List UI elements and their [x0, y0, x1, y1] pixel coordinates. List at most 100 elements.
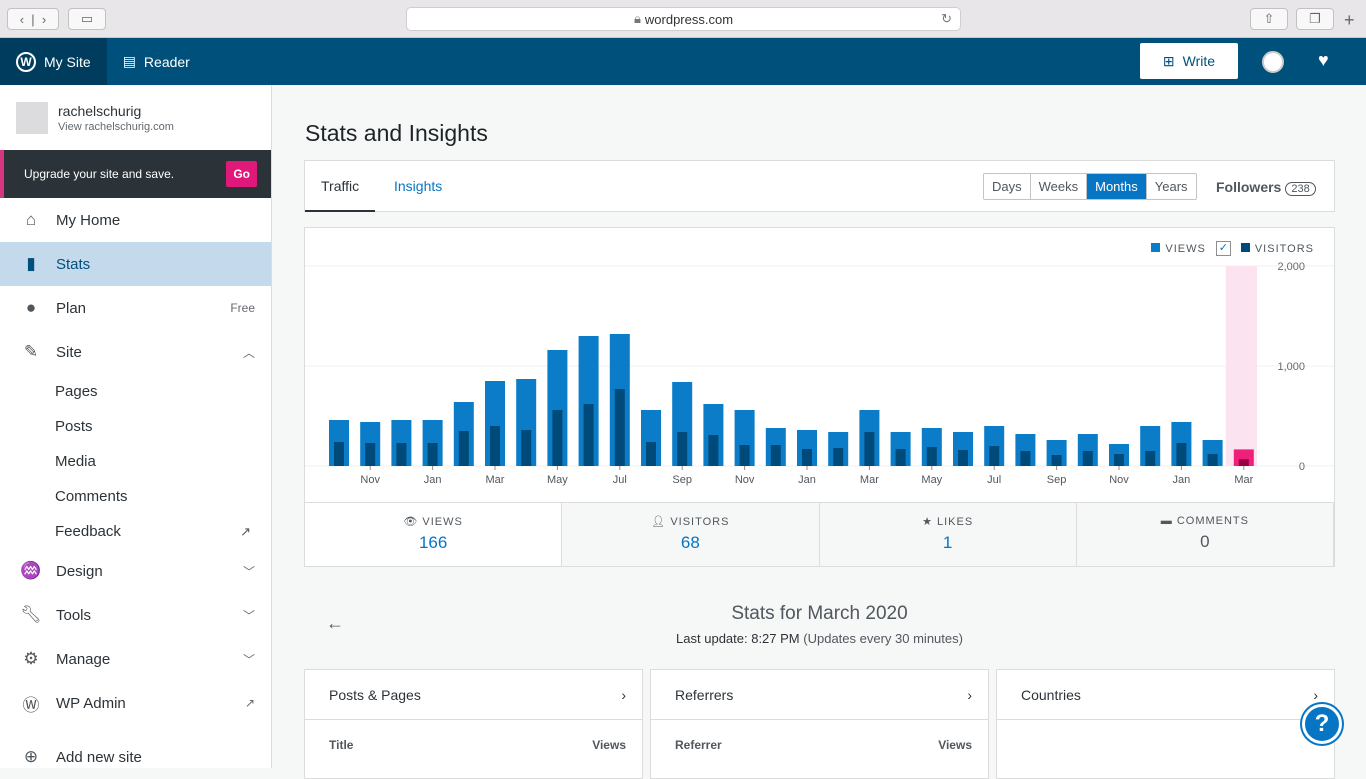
x-tick-label: Nov — [360, 474, 380, 486]
help-button[interactable]: ? — [1302, 704, 1342, 744]
sidebar-item-comments[interactable]: Comments — [0, 479, 271, 514]
period-header: ← Stats for March 2020 Last update: 8:27… — [273, 603, 1366, 646]
period-months[interactable]: Months — [1087, 174, 1147, 199]
sidebar-item-media[interactable]: Media — [0, 444, 271, 479]
sidebar-item-add-new-site[interactable]: ⊕ Add new site — [0, 735, 271, 779]
sidebar-item-label: WP Admin — [56, 694, 126, 712]
summary-tab-visitors[interactable]: 👤︎ VISITORS 68 — [562, 503, 820, 566]
visitors-bar — [583, 404, 594, 466]
stats-icon: ▮ — [26, 254, 36, 273]
sidebar-item-label: Manage — [56, 650, 111, 668]
reload-icon[interactable]: ↻ — [941, 11, 952, 26]
period-years[interactable]: Years — [1154, 179, 1188, 194]
module-header[interactable]: Referrers › — [651, 670, 988, 720]
sidebar-item-my-home[interactable]: ⌂ My Home — [0, 198, 271, 242]
upgrade-go-button[interactable]: Go — [226, 161, 257, 187]
site-url[interactable]: View rachelschurig.com — [58, 120, 174, 133]
module-title: Countries — [1021, 686, 1081, 703]
visitors-bar — [490, 426, 500, 466]
sidebar-item-site[interactable]: ✎ Site ︿ — [0, 330, 271, 374]
sidebar-item-feedback[interactable]: Feedback ↗ — [0, 514, 271, 549]
visitors-bar — [926, 447, 937, 466]
sidebar-item-label: Stats — [56, 255, 91, 273]
chevron-right-icon: › — [967, 686, 972, 703]
comment-icon: ▬ — [1160, 515, 1173, 527]
notifications-icon[interactable]: ♥ — [1318, 50, 1329, 70]
summary-tabs: 👁︎ VIEWS 166 👤︎ VISITORS 68 ★ LIKES 1 ▬ COMMEN… — [305, 502, 1334, 566]
summary-tab-views[interactable]: 👁︎ VIEWS 166 — [305, 503, 563, 566]
followers-count: 238 — [1285, 182, 1316, 196]
visitors-bar — [677, 432, 688, 466]
x-tick-label: Mar — [1234, 474, 1253, 486]
visitors-bar — [334, 442, 344, 466]
summary-label: LIKES — [937, 516, 974, 528]
module-header[interactable]: Posts & Pages › — [305, 670, 642, 720]
col-referrer: Referrer — [675, 738, 722, 752]
home-icon: ⌂ — [25, 210, 37, 229]
col-views: Views — [592, 738, 626, 752]
my-site-label: My Site — [44, 53, 91, 70]
sub-label: Feedback — [55, 523, 121, 540]
address-bar[interactable]: 🔒︎ wordpress.com ↻ — [406, 7, 961, 31]
pencil-icon: ✎ — [23, 342, 39, 361]
avatar[interactable] — [1262, 51, 1284, 73]
back-arrow-icon[interactable]: ← — [326, 613, 344, 633]
x-tick-label: Jan — [424, 474, 442, 486]
visitors-bar — [646, 442, 656, 466]
summary-tab-comments[interactable]: ▬ COMMENTS 0 — [1076, 503, 1334, 566]
write-button[interactable]: ⊞ Write — [1140, 43, 1238, 79]
sidebar-toggle-icon[interactable]: ▭ — [68, 8, 106, 30]
upgrade-banner[interactable]: Upgrade your site and save. Go — [0, 150, 271, 198]
followers-label: Followers — [1216, 179, 1282, 195]
tab-traffic[interactable]: Traffic — [305, 161, 376, 212]
masterbar: W My Site ▤ Reader ⊞ Write ♥ — [0, 38, 1366, 85]
x-tick-label: Nov — [1109, 474, 1129, 486]
period-selector: Days Weeks Months Years — [983, 173, 1197, 200]
period-weeks[interactable]: Weeks — [1031, 174, 1088, 199]
posts-pages-module: Posts & Pages › Title Views — [304, 669, 643, 779]
sidebar-item-label: Tools — [56, 606, 92, 624]
summary-tab-likes[interactable]: ★ LIKES 1 — [819, 503, 1077, 566]
reader-label: Reader — [143, 53, 190, 70]
col-title: Title — [329, 738, 354, 752]
x-tick-label: Sep — [1047, 474, 1067, 486]
chevron-up-icon: ︿ — [242, 345, 255, 360]
sidebar-item-plan[interactable]: ● Plan Free — [0, 286, 271, 330]
sub-label: Posts — [55, 418, 93, 435]
sidebar-item-posts[interactable]: Posts — [0, 409, 271, 444]
sidebar-item-wp-admin[interactable]: Ⓦ WP Admin ↗ — [0, 681, 271, 725]
tab-insights[interactable]: Insights — [394, 178, 443, 194]
followers-link[interactable]: Followers 238 — [1216, 179, 1316, 196]
visitors-bar — [1082, 451, 1093, 466]
sidebar-item-pages[interactable]: Pages — [0, 374, 271, 409]
module-header[interactable]: Countries › — [997, 670, 1334, 720]
sidebar-item-stats[interactable]: ▮ Stats — [0, 242, 271, 286]
col-views: Views — [938, 738, 972, 752]
gear-icon: ⚙ — [23, 649, 39, 668]
browser-toolbar: ‹ | › ▭ 🔒︎ wordpress.com ↻ ⇧ ❐ + — [0, 0, 1366, 38]
my-site-button[interactable]: W My Site — [0, 38, 107, 85]
back-forward-buttons[interactable]: ‹ | › — [7, 8, 59, 30]
sidebar-item-label: Site — [56, 343, 82, 361]
share-icon[interactable]: ⇧ — [1250, 8, 1288, 30]
summary-value: 1 — [942, 533, 953, 552]
sidebar-item-design[interactable]: ♒ Design ﹀ — [0, 549, 271, 593]
sidebar-item-tools[interactable]: 🔧︎ Tools ﹀ — [0, 593, 271, 637]
new-tab-icon[interactable]: + — [1344, 10, 1355, 30]
period-title: Stats for March 2020 — [731, 603, 908, 624]
visitors-bar — [770, 445, 781, 466]
y-tick-label: 2,000 — [1277, 261, 1305, 273]
referrers-module: Referrers › Referrer Views — [650, 669, 989, 779]
tabs-icon[interactable]: ❐ — [1296, 8, 1334, 30]
sidebar-item-label: My Home — [56, 211, 121, 229]
sub-label: Pages — [55, 383, 98, 400]
reader-button[interactable]: ▤ Reader — [107, 38, 206, 85]
period-days[interactable]: Days — [984, 174, 1031, 199]
site-card[interactable]: rachelschurig View rachelschurig.com — [0, 85, 271, 150]
design-icon: ♒ — [20, 561, 42, 580]
sidebar-item-manage[interactable]: ⚙ Manage ﹀ — [0, 637, 271, 681]
plan-badge: Free — [230, 301, 255, 315]
star-icon: ★ — [922, 516, 933, 528]
visitors-checkbox[interactable]: ✓ — [1215, 241, 1231, 256]
x-tick-label: May — [547, 474, 568, 486]
